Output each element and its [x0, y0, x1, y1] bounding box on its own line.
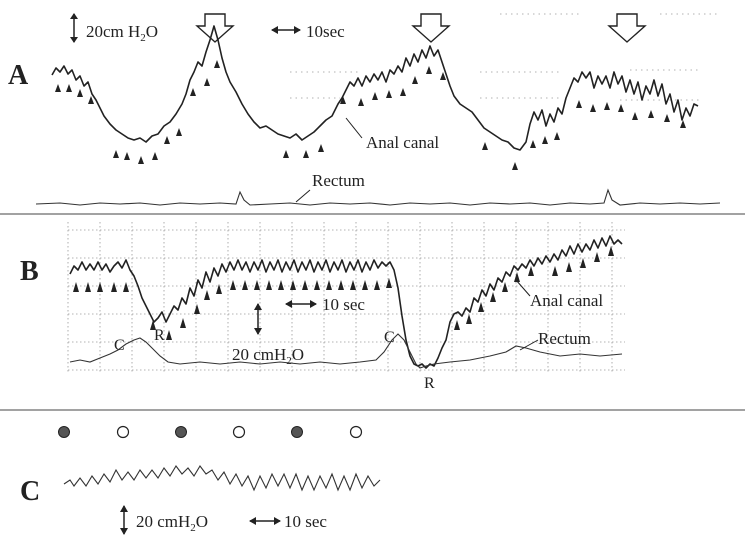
anal-canal-trace-a	[51, 25, 699, 151]
time-scale-bar-a	[271, 26, 301, 34]
stimulus-arrow-icon-3	[607, 13, 647, 43]
panel-c-label: C	[20, 476, 40, 507]
time-scale-label-c: 10 sec	[284, 512, 327, 531]
rectum-label-a: Rectum	[312, 171, 365, 190]
marker-c-2: C	[384, 329, 395, 346]
anal-canal-pointer-a	[345, 117, 363, 139]
pressure-trace-c	[63, 465, 381, 492]
panel-c: C 20 cmH2O 10 sec	[20, 425, 381, 535]
marker-r-1: R	[154, 327, 165, 344]
pressure-scale-bar-b	[254, 303, 262, 335]
open-dot-icon	[116, 425, 130, 439]
pressure-scale-label-a: 20cm H2O	[86, 22, 158, 44]
rectum-label-b: Rectum	[538, 329, 591, 348]
peak-markers-a	[55, 60, 686, 170]
pressure-scale-label-c: 20 cmH2O	[136, 512, 208, 534]
marker-r-2: R	[424, 375, 435, 392]
time-scale-label-b: 10 sec	[322, 295, 365, 314]
anal-canal-label-b: Anal canal	[530, 291, 603, 310]
rectum-pointer-b	[519, 339, 539, 351]
time-scale-label-a: 10sec	[306, 22, 345, 41]
filled-dot-icon	[58, 426, 70, 438]
rectum-trace-b	[69, 333, 623, 369]
panel-a-label: A	[8, 60, 29, 91]
pressure-scale-bar-c	[120, 505, 128, 535]
rectum-pointer-a	[295, 189, 311, 203]
open-dot-icon	[232, 425, 246, 439]
marker-c-1: C	[114, 337, 125, 354]
time-scale-bar-b	[285, 300, 317, 308]
grid-a	[290, 13, 720, 101]
time-scale-bar-c	[249, 517, 281, 525]
open-dot-icon	[349, 425, 363, 439]
anal-canal-trace-b	[69, 235, 623, 369]
anal-canal-pointer-b	[515, 279, 531, 297]
rectum-trace-a	[35, 188, 721, 206]
stimulus-dots	[58, 425, 363, 439]
pressure-scale-label-b: 20 cmH2O	[232, 345, 304, 367]
filled-dot-icon	[175, 426, 187, 438]
grid-b	[67, 222, 625, 372]
stimulus-arrow-icon-2	[411, 13, 451, 43]
panel-a: A 20cm H2O 10sec	[8, 13, 721, 206]
pressure-scale-bar-a	[70, 13, 78, 43]
panel-b: B	[20, 222, 625, 392]
filled-dot-icon	[291, 426, 303, 438]
peak-markers-b	[73, 246, 614, 340]
panel-b-label: B	[20, 256, 39, 287]
anal-canal-label-a: Anal canal	[366, 133, 439, 152]
